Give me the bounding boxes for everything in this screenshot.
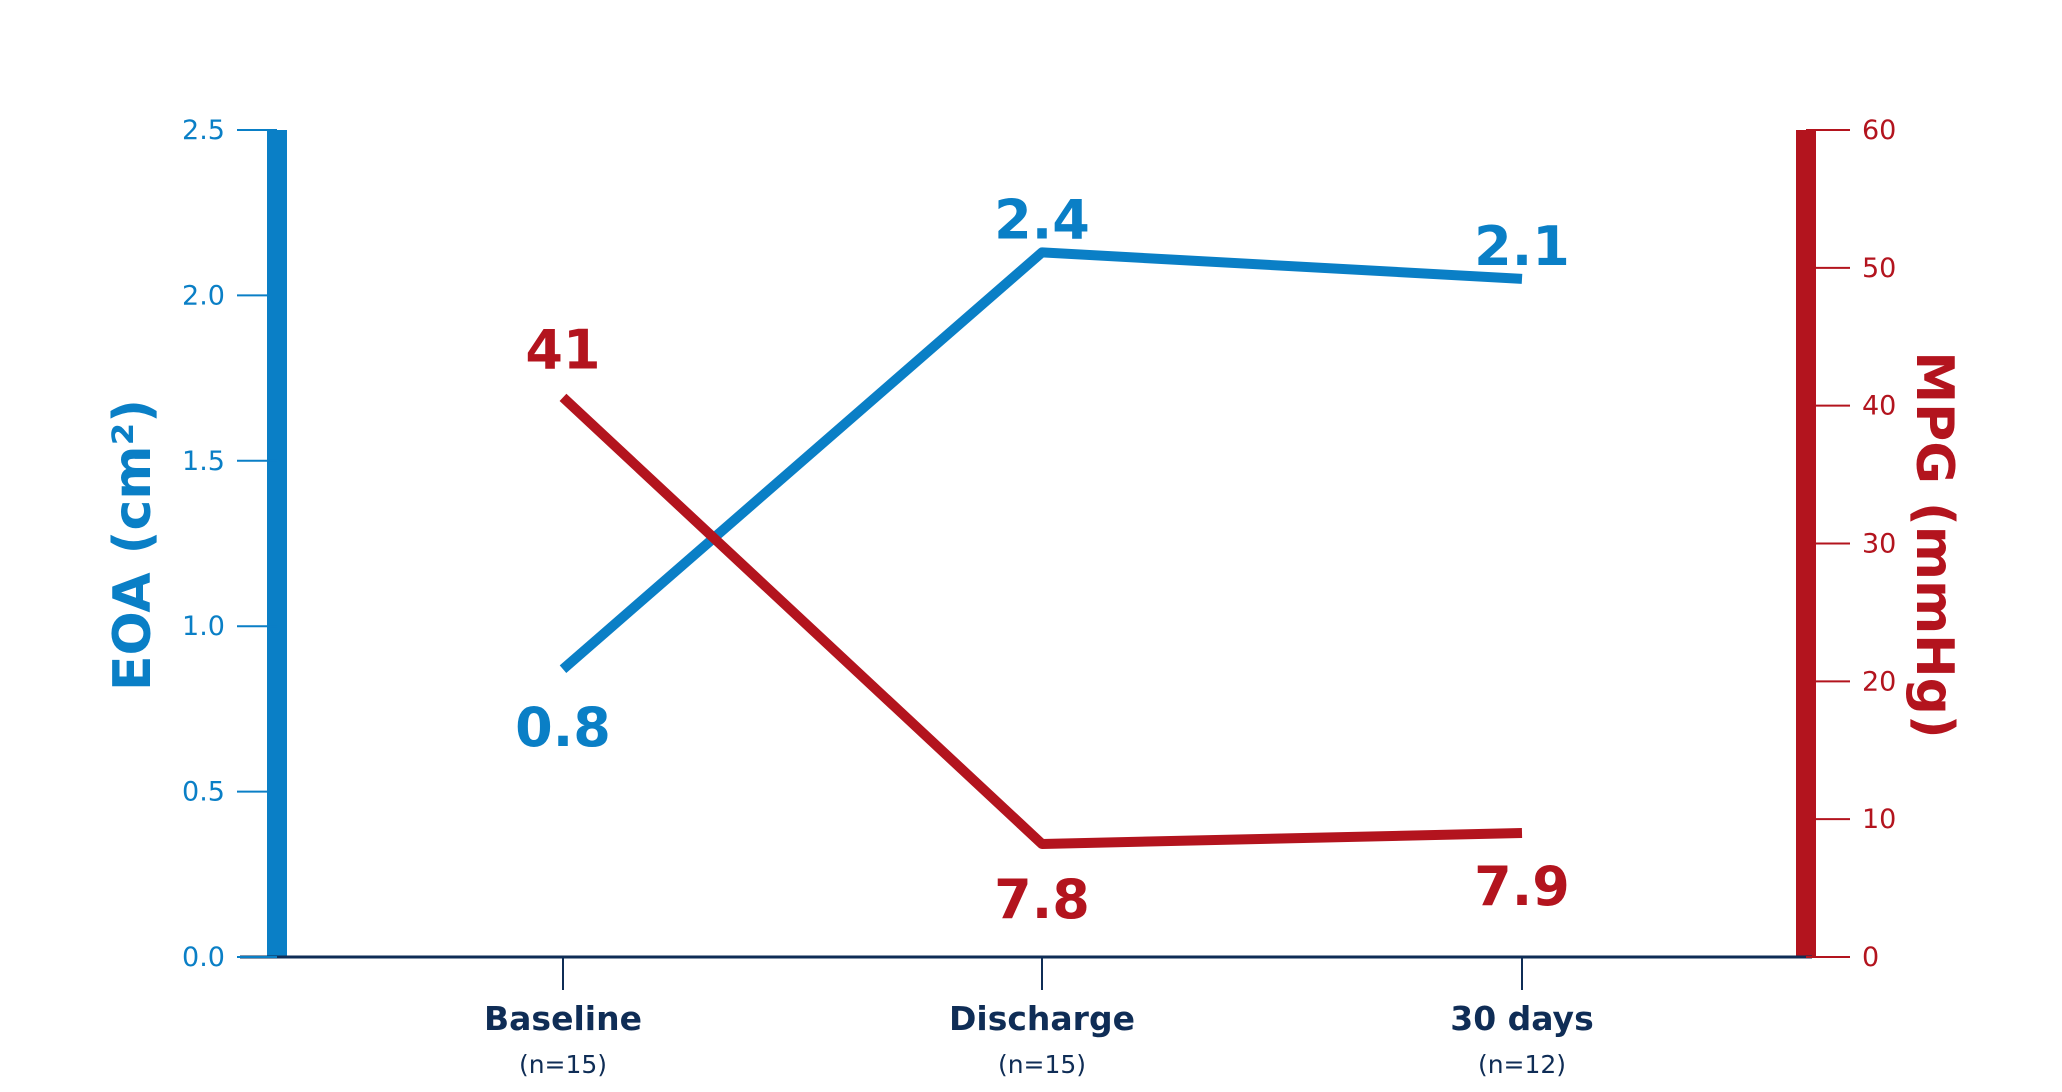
- mpg-data-label: 7.8: [994, 868, 1090, 931]
- eoa-series-line: [559, 247, 1523, 673]
- x-category-label: Baseline: [484, 999, 642, 1038]
- labels-layer: Baseline (n=15) Discharge (n=15) 30 days (n=1…: [484, 188, 1594, 1079]
- left-tick-label: 1.5: [182, 446, 225, 477]
- right-tick-label: 40: [1862, 391, 1896, 422]
- right-tick-label: 60: [1862, 115, 1896, 146]
- mpg-data-label: 7.9: [1474, 855, 1570, 918]
- x-category-label: Discharge: [949, 999, 1135, 1038]
- eoa-data-label: 2.4: [994, 188, 1090, 251]
- right-tick-label: 30: [1862, 529, 1896, 560]
- mpg-data-label: 41: [525, 318, 600, 381]
- right-tick-label: 50: [1862, 253, 1896, 284]
- right-axis-title: MPG (mmHg): [1904, 351, 1964, 738]
- x-category-sublabel: (n=15): [998, 1050, 1086, 1079]
- x-category-label: 30 days: [1450, 999, 1593, 1038]
- right-tick-label: 0: [1862, 942, 1879, 973]
- left-axis-title: EOA (cm²): [103, 399, 163, 691]
- left-tick-label: 2.5: [182, 115, 225, 146]
- x-category-sublabel: (n=12): [1478, 1050, 1566, 1079]
- left-tick-label: 0.0: [182, 942, 225, 973]
- x-category-sublabel: (n=15): [519, 1050, 607, 1079]
- right-tick-label: 10: [1862, 804, 1896, 835]
- axes-layer: 0.0 0.5 1.0 1.5 2.0 2.5 0 10 20 30 40 50 60: [182, 115, 1896, 990]
- left-tick-label: 1.0: [182, 611, 225, 642]
- eoa-data-label: 0.8: [515, 696, 611, 759]
- eoa-data-label: 2.1: [1474, 215, 1570, 278]
- mpg-series-line: [559, 393, 1523, 849]
- left-tick-label: 0.5: [182, 777, 225, 808]
- left-tick-label: 2.0: [182, 280, 225, 311]
- right-tick-label: 20: [1862, 666, 1896, 697]
- series-layer: [559, 247, 1523, 849]
